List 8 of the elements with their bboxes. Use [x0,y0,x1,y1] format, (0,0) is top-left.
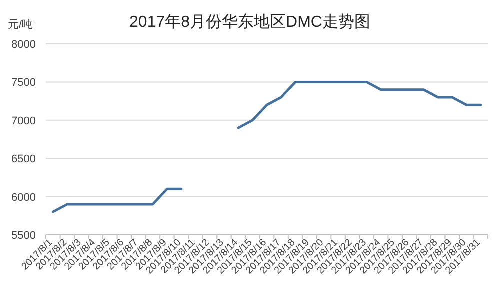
y-tick-label: 5500 [12,230,36,242]
chart-title: 2017年8月份华东地区DMC走势图 [130,13,370,31]
y-tick-label: 7000 [12,115,36,128]
y-tick-label: 6000 [12,192,36,204]
y-tick-label: 7500 [12,77,36,90]
y-tick-label: 8000 [12,39,36,51]
y-tick-label: 6500 [12,154,36,166]
y-axis-title: 元/吨 [8,18,34,31]
